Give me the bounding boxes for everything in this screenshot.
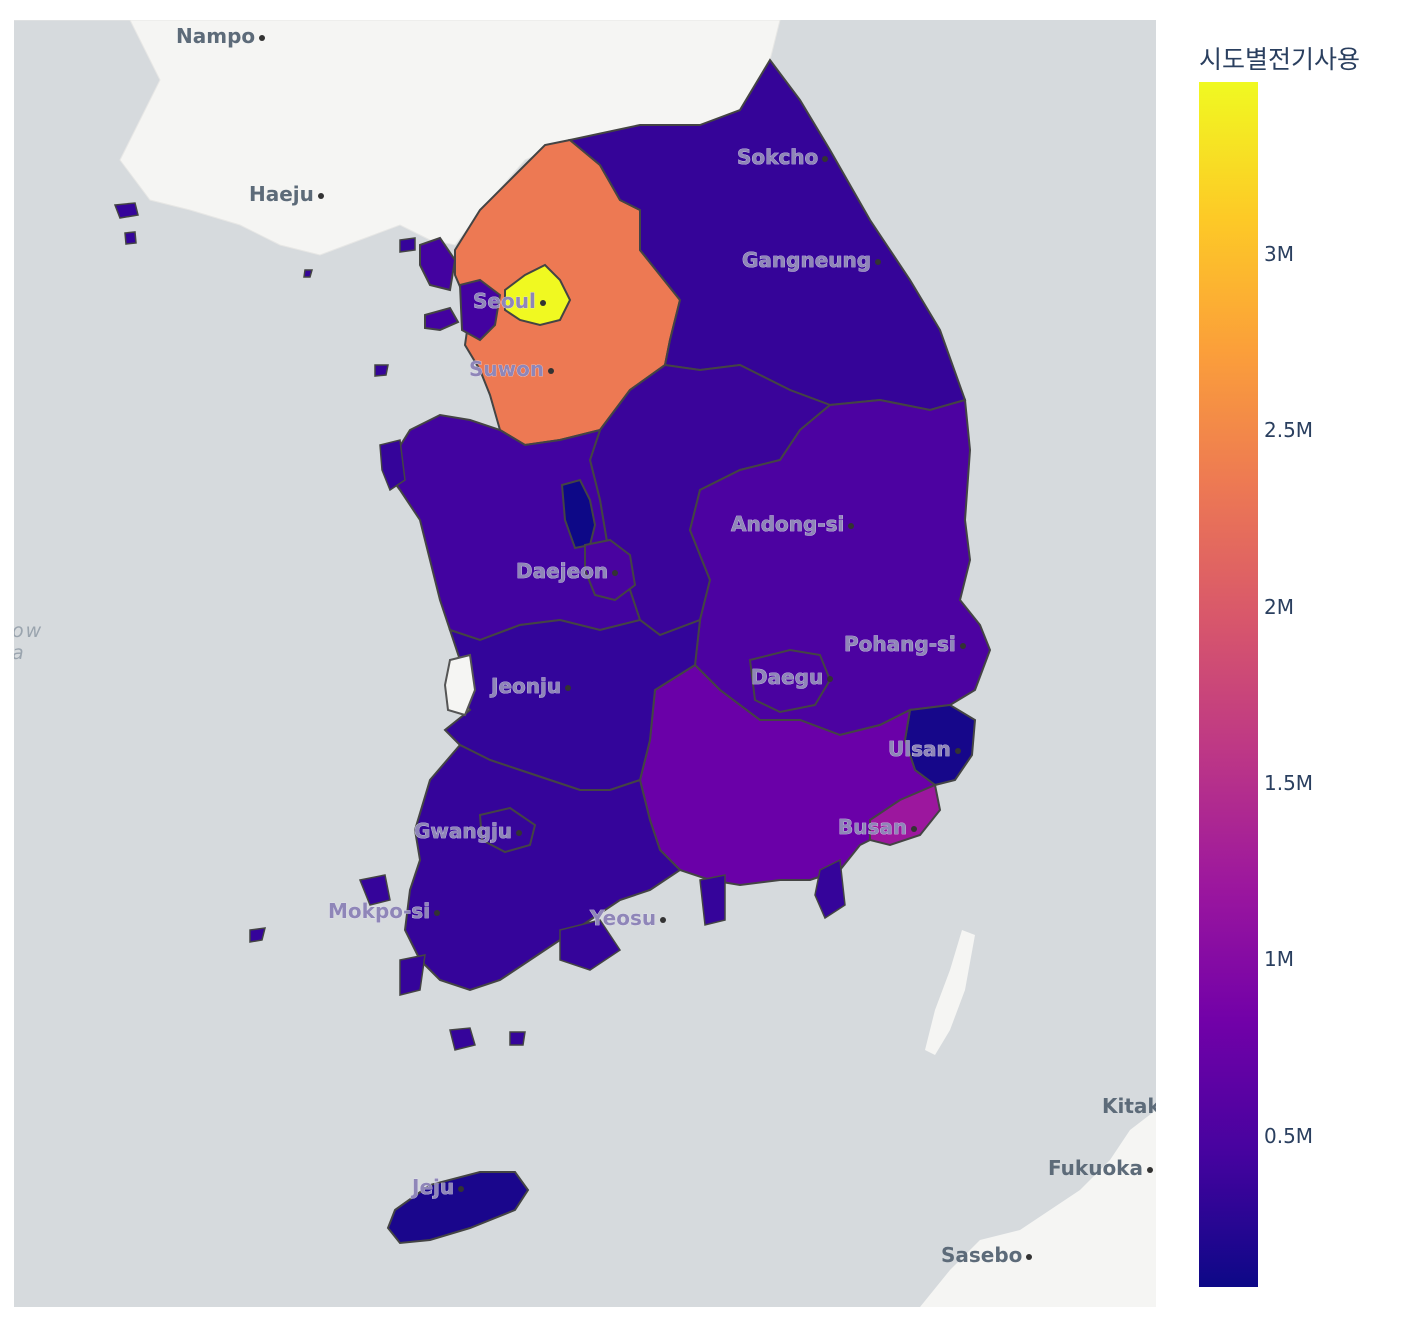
city-marker-icon [548, 367, 555, 374]
city-marker-icon [612, 569, 619, 576]
city-gwangju: Gwangju [414, 821, 523, 841]
city-nampo: Nampo [176, 26, 266, 46]
region-seoul[interactable] [504, 263, 572, 327]
city-sasebo: Sasebo [941, 1245, 1033, 1265]
city-daejeon: Daejeon [516, 561, 619, 581]
land-tsushima [925, 930, 975, 1055]
islands [113, 202, 846, 1051]
city-daegu: Daegu [751, 667, 834, 687]
city-jeju: Jeju [412, 1177, 465, 1197]
region-gwangju[interactable] [478, 806, 537, 854]
city-pohang: Pohang-si [844, 634, 966, 654]
city-marker-icon [848, 522, 855, 529]
city-marker-icon [911, 825, 918, 832]
colorbar-tick: 2.5M [1264, 418, 1314, 442]
city-marker-icon [516, 829, 523, 836]
city-gangneung: Gangneung [742, 250, 882, 270]
region-jeju[interactable] [386, 1171, 530, 1245]
region-sejong[interactable] [560, 478, 597, 550]
city-marker-icon [959, 642, 966, 649]
city-marker-icon [434, 909, 441, 916]
city-marker-icon [954, 747, 961, 754]
city-suwon: Suwon [469, 359, 555, 379]
city-marker-icon [827, 675, 834, 682]
colorbar-tick: 1M [1264, 947, 1294, 971]
region-jeonnam[interactable] [403, 743, 682, 992]
city-marker-icon [458, 1185, 465, 1192]
city-marker-icon [875, 258, 882, 265]
city-haeju: Haeju [249, 184, 324, 204]
colorbar-tick: 1.5M [1264, 771, 1314, 795]
city-marker-icon [539, 299, 546, 306]
sea-label: owa [14, 620, 44, 664]
city-busan: Busan [838, 817, 918, 837]
region-daegu[interactable] [748, 648, 832, 714]
city-marker-icon [565, 684, 572, 691]
city-jeonju: Jeonju [491, 676, 572, 696]
city-mokpo: Mokpo-si [328, 901, 441, 921]
city-sokcho: Sokcho [737, 147, 829, 167]
city-marker-icon [1146, 1166, 1153, 1173]
colorbar [1199, 82, 1258, 1287]
city-marker-icon [1026, 1253, 1033, 1260]
land-saemangeum [443, 653, 477, 717]
city-marker-icon [259, 34, 266, 41]
city-yeosu: Yeosu [590, 908, 667, 928]
city-marker-icon [317, 192, 324, 199]
basemap [14, 20, 1156, 1307]
city-marker-icon [660, 916, 667, 923]
city-ulsan: Ulsan [888, 739, 961, 759]
land-kyushu [920, 1110, 1156, 1307]
region-busan[interactable] [869, 783, 942, 847]
region-incheon[interactable] [419, 236, 502, 342]
colorbar-tick: 3M [1264, 242, 1294, 266]
city-marker-icon [822, 155, 829, 162]
map-canvas[interactable]: owa Nampo Haeju Sokcho Gangneung Seoul S… [14, 20, 1156, 1307]
city-kitak: Kitak [1102, 1094, 1156, 1118]
city-fukuoka: Fukuoka [1048, 1158, 1153, 1178]
colorbar-tick: 0.5M [1264, 1124, 1314, 1148]
city-andong: Andong-si [731, 514, 855, 534]
colorbar-tick: 2M [1264, 595, 1294, 619]
colorbar-title: 시도별전기사용 [1199, 45, 1361, 74]
region-daejeon[interactable] [584, 538, 637, 602]
city-seoul: Seoul [473, 291, 546, 311]
